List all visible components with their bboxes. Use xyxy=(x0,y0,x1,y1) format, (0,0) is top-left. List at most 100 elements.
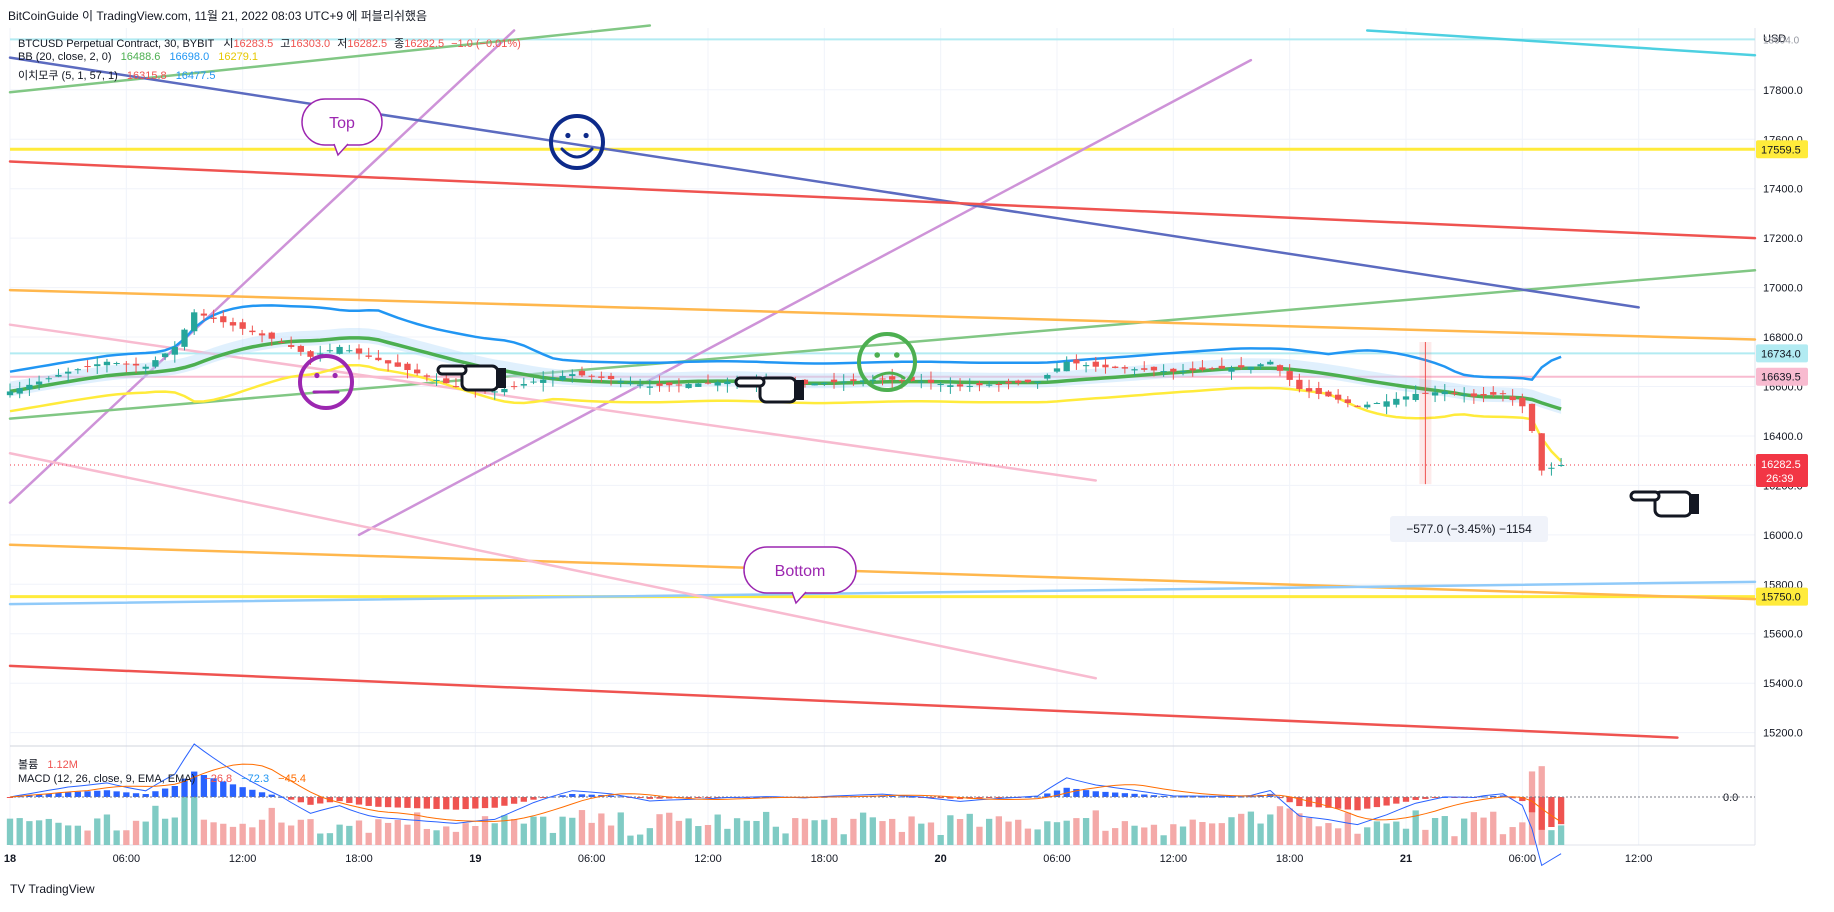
macd-histogram-bar xyxy=(1412,797,1419,800)
legend-bb-label: BB (20, close, 2, 0) xyxy=(18,51,112,63)
volume-bar xyxy=(1451,836,1458,845)
measure-label: −577.0 (−3.45%) −1154 xyxy=(1406,522,1532,536)
volume-bar xyxy=(103,814,111,845)
y-tick-label: 16400.0 xyxy=(1763,431,1803,443)
candle-body xyxy=(1548,467,1555,469)
candle-body xyxy=(1305,388,1313,392)
volume-bar xyxy=(384,822,392,845)
candle-body xyxy=(229,322,237,326)
legend-macd-signal: −45.4 xyxy=(278,773,306,785)
candle-body xyxy=(365,355,372,357)
candle-body xyxy=(423,375,431,377)
candle-body xyxy=(578,370,586,376)
x-tick-label: 12:00 xyxy=(694,853,722,865)
y-tick-label: 17000.0 xyxy=(1763,283,1803,295)
macd-histogram-bar xyxy=(103,790,111,797)
candle-body xyxy=(985,384,993,386)
candle-body xyxy=(161,353,169,358)
trend-line xyxy=(8,323,1098,482)
legend-volume-row: 볼륨 1.12M xyxy=(18,756,84,772)
volume-bar xyxy=(1499,834,1507,845)
volume-bar xyxy=(1063,820,1070,845)
candle-body xyxy=(1199,367,1206,370)
happy-face-mouth xyxy=(560,147,594,159)
candle-body xyxy=(1490,392,1497,395)
volume-bar xyxy=(249,827,256,845)
price-tag-label: 16734.0 xyxy=(1761,348,1801,360)
volume-bar xyxy=(1160,835,1167,845)
volume-bar xyxy=(1334,828,1342,845)
legend-volume-value: 1.12M xyxy=(47,759,78,771)
macd-histogram-bar xyxy=(1092,791,1099,797)
candle-body xyxy=(646,386,653,388)
volume-bar xyxy=(646,828,653,845)
candle-body xyxy=(132,363,140,366)
macd-histogram-bar xyxy=(1344,797,1351,810)
candle-body xyxy=(859,380,867,383)
legend-bb-upper: 16698.0 xyxy=(169,51,210,63)
macd-histogram-bar xyxy=(26,795,33,797)
candle-body xyxy=(869,379,876,381)
macd-histogram-bar xyxy=(1499,795,1507,797)
volume-bar xyxy=(278,822,285,845)
trend-line xyxy=(357,58,1253,537)
macd-histogram-bar xyxy=(1218,796,1225,798)
price-tag xyxy=(1756,587,1808,606)
macd-histogram-bar xyxy=(394,797,401,808)
ichimoku-cloud xyxy=(10,328,1562,414)
sad-face-eye xyxy=(894,352,900,358)
macd-signal-line xyxy=(9,763,1562,823)
candle-body xyxy=(287,345,295,347)
x-tick-label: 06:00 xyxy=(1509,853,1537,865)
legend-ohlc: 시16283.5 고16303.0 저16282.5 종16282.5 −1.0… xyxy=(223,38,521,50)
candle-body xyxy=(307,351,314,357)
legend-macd-hist: −26.8 xyxy=(204,773,233,785)
macd-histogram-bar xyxy=(617,796,624,798)
legend-bb-lower: 16279.1 xyxy=(218,51,259,63)
candle-body xyxy=(811,383,818,386)
macd-histogram-bar xyxy=(181,778,188,797)
volume-bar xyxy=(801,818,809,845)
x-tick-label: 18 xyxy=(4,853,16,865)
volume-bar xyxy=(84,830,91,845)
legend-ichimoku-row: 이치모쿠 (5, 1, 57, 1) 16315.8 16477.5 xyxy=(18,67,221,83)
volume-bar xyxy=(937,834,944,845)
volume-bar xyxy=(1480,817,1487,845)
macd-histogram-bar xyxy=(142,794,149,797)
macd-histogram-bar xyxy=(985,797,993,799)
pointing-hand-cuff xyxy=(1689,494,1699,514)
candle-body xyxy=(1005,381,1012,384)
macd-histogram-bar xyxy=(472,797,479,809)
macd-histogram-bar xyxy=(1305,797,1313,807)
volume-bar xyxy=(1402,828,1410,845)
candle-body xyxy=(821,382,828,385)
candle-body xyxy=(898,380,906,382)
candle-body xyxy=(1121,367,1129,369)
measure-range xyxy=(1419,341,1432,485)
volume-bar xyxy=(152,805,159,845)
volume-bar xyxy=(1490,811,1497,845)
candle-body xyxy=(927,379,935,383)
volume-bar xyxy=(869,817,876,845)
candle-body xyxy=(1528,403,1536,432)
y-tick-label: 15600.0 xyxy=(1763,629,1803,641)
candle-body xyxy=(1461,394,1468,396)
candle-body xyxy=(501,388,508,393)
macd-histogram-bar xyxy=(1208,796,1216,798)
volume-bar xyxy=(569,817,576,845)
candle-body xyxy=(1276,365,1284,371)
tradingview-logo: TV TradingView xyxy=(10,882,95,896)
x-tick-label: 21 xyxy=(1400,853,1412,865)
macd-histogram-bar xyxy=(462,797,469,810)
volume-bar xyxy=(607,825,615,845)
candle-body xyxy=(84,366,91,368)
macd-histogram-bar xyxy=(898,796,906,798)
volume-bar xyxy=(1461,818,1468,845)
macd-histogram-bar xyxy=(152,791,159,797)
volume-bar xyxy=(94,818,101,845)
volume-bar xyxy=(1024,828,1032,845)
candle-body xyxy=(1480,394,1487,396)
volume-bar xyxy=(6,818,14,845)
